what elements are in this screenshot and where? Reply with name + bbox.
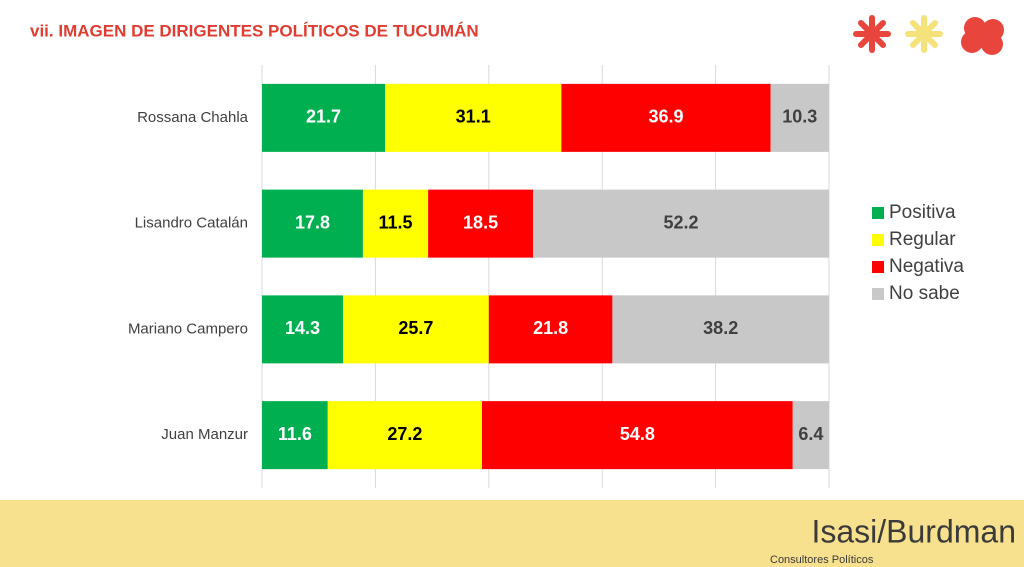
legend-swatch — [872, 234, 884, 246]
bar-segment — [792, 401, 829, 470]
bar-segment — [488, 295, 613, 364]
bar-segment — [481, 401, 793, 470]
data-label: 6.4 — [798, 424, 823, 444]
data-label: 27.2 — [387, 424, 422, 444]
slide-title: vii. IMAGEN DE DIRIGENTES POLÍTICOS DE T… — [30, 21, 479, 40]
category-label: Rossana Chahla — [137, 109, 249, 126]
bar-segment — [262, 189, 363, 258]
footer-band — [0, 500, 1024, 567]
data-label: 21.7 — [306, 107, 341, 127]
legend-swatch — [872, 288, 884, 300]
bar-segment — [262, 83, 386, 152]
brand: Isasi/Burdman — [811, 513, 1016, 549]
bar-segment — [262, 295, 344, 364]
data-label: 52.2 — [663, 212, 698, 232]
bar-segment — [262, 401, 328, 470]
data-label: 11.6 — [278, 424, 312, 444]
bar-segment — [612, 295, 829, 364]
data-label: 38.2 — [703, 318, 738, 338]
legend-label: Positiva — [889, 202, 956, 223]
bar-segment — [770, 83, 829, 152]
bar-segment — [327, 401, 482, 470]
bar-segment — [428, 189, 534, 258]
bar-segment — [362, 189, 429, 258]
plot: Rossana Chahla 21.7 31.1 36.9 10.3 Lisandro C… — [128, 65, 964, 488]
data-label: 14.3 — [285, 318, 320, 338]
category-label: Mariano Campero — [128, 320, 248, 337]
data-label: 21.8 — [533, 318, 568, 338]
bar-segment — [343, 295, 489, 364]
legend-swatch — [872, 261, 884, 273]
data-label: 18.5 — [463, 212, 498, 232]
data-label: 31.1 — [456, 107, 491, 127]
category-label: Juan Manzur — [161, 426, 248, 443]
bar-segment — [533, 189, 829, 258]
legend-swatch — [872, 207, 884, 219]
logo-shapes — [853, 15, 1004, 55]
data-label: 17.8 — [295, 212, 330, 232]
tagline: Consultores Políticos — [770, 554, 874, 566]
bar-segment — [385, 83, 562, 152]
data-label: 25.7 — [398, 318, 433, 338]
data-label: 11.5 — [379, 212, 413, 232]
legend-label: Negativa — [889, 256, 964, 277]
legend-label: No sabe — [889, 283, 960, 304]
data-label: 10.3 — [782, 107, 817, 127]
category-label: Lisandro Catalán — [135, 215, 248, 232]
legend-label: Regular — [889, 229, 956, 250]
data-label: 54.8 — [620, 424, 655, 444]
bar-segment — [561, 83, 771, 152]
data-label: 36.9 — [648, 107, 683, 127]
